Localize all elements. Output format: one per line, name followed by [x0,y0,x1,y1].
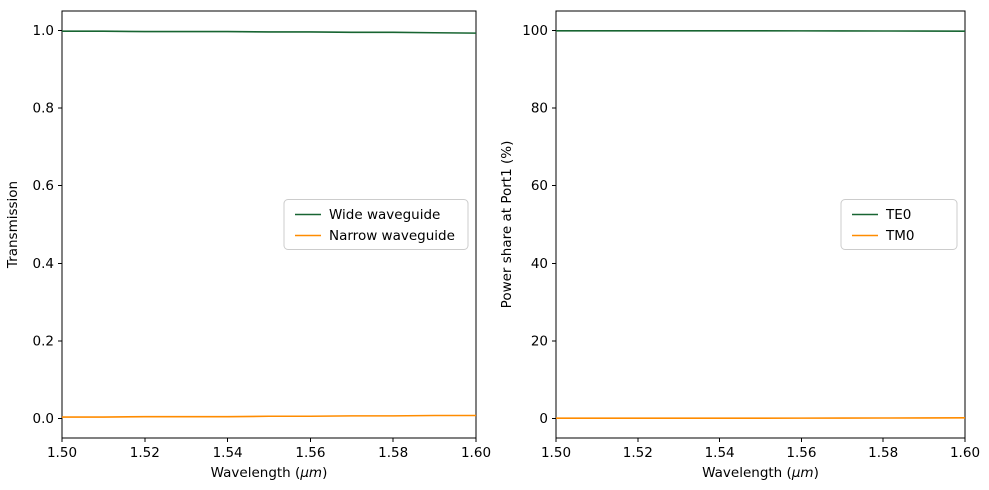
legend-frame [840,199,958,250]
x-tick-label: 1.56 [786,445,816,461]
x-tick-label: 1.54 [705,445,735,461]
x-tick-label: 1.52 [623,445,653,461]
subplot-1: 1.50 1.52 1.54 1.56 1.58 1.60 0 20 40 60 80 100 Wave… [499,10,980,481]
y-tick-label: 0.6 [33,178,54,194]
x-tick-label: 1.56 [295,445,325,461]
y-tick-label: 0 [539,411,548,427]
y-tick-label: 40 [531,256,548,272]
y-axis-label: Transmission [5,181,21,269]
x-axis-label-suffix: ) [322,465,327,481]
y-tick-label: 0.0 [33,411,54,427]
y-tick-label: 0.2 [33,333,54,349]
axes-frame [61,10,477,439]
x-axis-label-unit: μm [299,465,322,481]
x-axis-label: Wavelength (μm) [702,465,819,481]
x-axis-label: Wavelength (μm) [211,465,328,481]
y-axis-label: Power share at Port1 (%) [499,141,515,309]
legend-frame [283,199,469,250]
x-tick-label: 1.54 [213,445,243,461]
axes-frame [555,10,966,439]
x-tick-label: 1.58 [378,445,408,461]
x-tick-label: 1.58 [868,445,898,461]
x-axis-label-prefix: Wavelength ( [211,465,301,481]
legend-label: TM0 [885,228,914,244]
series-line-narrow-waveguide [62,414,476,418]
legend-label: Narrow waveguide [329,228,455,244]
series-line-wide-waveguide [62,30,477,34]
y-tick-label: 0.4 [33,256,54,272]
x-tick-label: 1.50 [541,445,571,461]
subplot-0: 1.50 1.52 1.54 1.56 1.58 1.60 0.0 0.2 0.4 0.6 0.8 1… [5,10,491,481]
y-tick-label: 1.0 [33,23,54,39]
x-tick-label: 1.50 [47,445,77,461]
y-tick-label: 60 [531,178,548,194]
y-tick-label: 0.8 [33,101,54,117]
x-tick-label: 1.52 [130,445,160,461]
x-axis-label-prefix: Wavelength ( [702,465,792,481]
y-tick-label: 20 [531,333,548,349]
x-axis-label-suffix: ) [814,465,819,481]
x-tick-label: 1.60 [950,445,980,461]
y-tick-label: 80 [531,101,548,117]
x-axis-label-unit: μm [791,465,814,481]
y-tick-label: 100 [522,23,548,39]
legend: Wide waveguide Narrow waveguide [283,199,469,250]
legend-label: TE0 [885,207,911,223]
x-tick-label: 1.60 [461,445,491,461]
legend-label: Wide waveguide [329,207,440,223]
